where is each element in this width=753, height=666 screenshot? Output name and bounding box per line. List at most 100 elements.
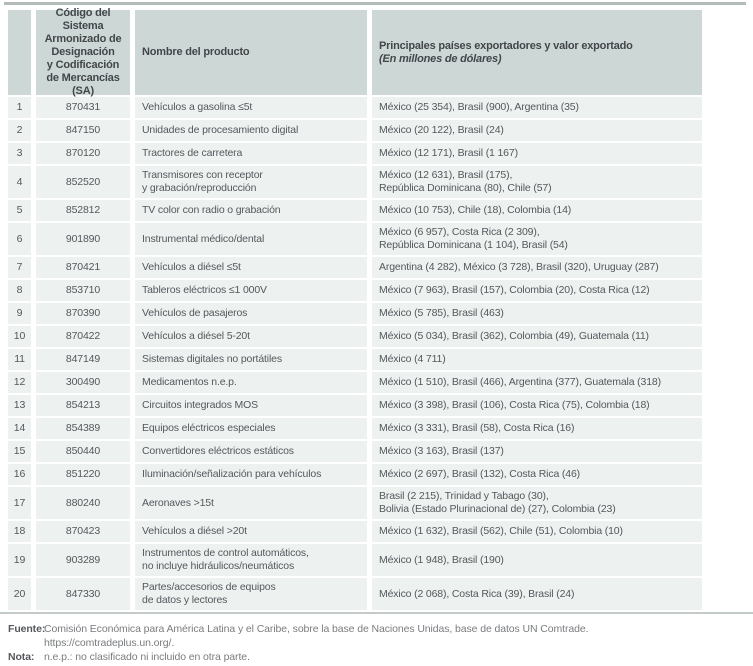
row-number-cell: 13 — [8, 395, 31, 416]
table-row: 1 870431 Vehículos a gasolina ≤5t México (2… — [8, 97, 702, 118]
row-number-cell: 3 — [8, 143, 31, 164]
product-name-cell: Instrumentos de control automáticos, no … — [135, 544, 367, 576]
row-number-cell: 1 — [8, 97, 31, 118]
exporters-cell: México (12 171), Brasil (1 167) — [372, 143, 702, 164]
table-row: 19 903289 Instrumentos de control automáti… — [8, 544, 702, 576]
product-name-cell: Equipos eléctricos especiales — [135, 418, 367, 439]
hs-code-cell: 870390 — [36, 303, 130, 324]
exporters-cell: México (2 068), Costa Rica (39), Brasil … — [372, 578, 702, 610]
product-name-cell: Medicamentos n.e.p. — [135, 372, 367, 393]
exporters-cell: México (1 510), Brasil (466), Argentina … — [372, 372, 702, 393]
exporters-cell: Brasil (2 215), Trinidad y Tabago (30), … — [372, 487, 702, 519]
exporters-cell: México (1 948), Brasil (190) — [372, 544, 702, 576]
row-number-cell: 2 — [8, 120, 31, 141]
product-name-cell: Vehículos de pasajeros — [135, 303, 367, 324]
source-label: Fuente: — [8, 623, 46, 635]
row-number-cell: 5 — [8, 200, 31, 221]
hs-code-cell: 847149 — [36, 349, 130, 370]
header-code-cell: Código del Sistema Armonizado de Designa… — [36, 7, 130, 97]
hs-code-cell: 903289 — [36, 544, 130, 576]
note-label: Nota: — [8, 651, 35, 663]
product-name-cell: Tableros eléctricos ≤1 000V — [135, 280, 367, 301]
hs-code-cell: 853710 — [36, 280, 130, 301]
row-number-cell: 8 — [8, 280, 31, 301]
hs-code-cell: 852520 — [36, 166, 130, 198]
exporters-cell: México (20 122), Brasil (24) — [372, 120, 702, 141]
row-number-cell: 19 — [8, 544, 31, 576]
header-product-cell: Nombre del producto — [135, 10, 367, 95]
source-text: Comisión Económica para América Latina y… — [44, 623, 589, 649]
hs-code-cell: 870423 — [36, 521, 130, 542]
row-number-cell: 12 — [8, 372, 31, 393]
hs-code-cell: 870120 — [36, 143, 130, 164]
product-name-cell: Transmisores con receptor y grabación/re… — [135, 166, 367, 198]
exporters-cell: México (10 753), Chile (18), Colombia (1… — [372, 200, 702, 221]
exporters-cell: Argentina (4 282), México (3 728), Brasi… — [372, 257, 702, 278]
product-name-cell: Convertidores eléctricos estáticos — [135, 441, 367, 462]
row-number-cell: 14 — [8, 418, 31, 439]
product-name-cell: TV color con radio o grabación — [135, 200, 367, 221]
row-number-cell: 7 — [8, 257, 31, 278]
header-exporters-title: Principales países exportadores y valor … — [379, 39, 633, 52]
exporters-cell: México (1 632), Brasil (562), Chile (51)… — [372, 521, 702, 542]
product-name-cell: Partes/accesorios de equipos de datos y … — [135, 578, 367, 610]
row-number-cell: 4 — [8, 166, 31, 198]
table-header-row: Código del Sistema Armonizado de Designa… — [8, 7, 702, 97]
exporters-cell: México (7 963), Brasil (157), Colombia (… — [372, 280, 702, 301]
table-row: 11 847149 Sistemas digitales no portátiles… — [8, 349, 702, 370]
hs-code-cell: 870431 — [36, 97, 130, 118]
table-row: 14 854389 Equipos eléctricos especiales Méx… — [8, 418, 702, 439]
hs-code-cell: 847150 — [36, 120, 130, 141]
exporters-cell: México (12 631), Brasil (175), República… — [372, 166, 702, 198]
hs-code-cell: 870421 — [36, 257, 130, 278]
product-name-cell: Instrumental médico/dental — [135, 223, 367, 255]
product-name-cell: Sistemas digitales no portátiles — [135, 349, 367, 370]
table-row: 7 870421 Vehículos a diésel ≤5t Argentina (… — [8, 257, 702, 278]
product-name-cell: Unidades de procesamiento digital — [135, 120, 367, 141]
table-row: 16 851220 Iluminación/señalización para ve… — [8, 464, 702, 485]
hs-code-cell: 852812 — [36, 200, 130, 221]
table-row: 20 847330 Partes/accesorios de equipos de … — [8, 578, 702, 610]
row-number-cell: 10 — [8, 326, 31, 347]
note-text: n.e.p.: no clasificado ni incluido en ot… — [44, 651, 250, 663]
table-row: 17 880240 Aeronaves >15t Brasil (2 215), Tr… — [8, 487, 702, 519]
hs-code-cell: 847330 — [36, 578, 130, 610]
exporters-cell: México (25 354), Brasil (900), Argentina… — [372, 97, 702, 118]
exports-table: Código del Sistema Armonizado de Designa… — [8, 7, 702, 610]
table-row: 3 870120 Tractores de carretera México (12 … — [8, 143, 702, 164]
product-name-cell: Circuitos integrados MOS — [135, 395, 367, 416]
exporters-cell: México (2 697), Brasil (132), Costa Rica… — [372, 464, 702, 485]
exporters-cell: México (3 331), Brasil (58), Costa Rica … — [372, 418, 702, 439]
header-exporters-subtitle: (En millones de dólares) — [379, 52, 502, 65]
exporters-cell: México (3 398), Brasil (106), Costa Rica… — [372, 395, 702, 416]
table-row: 9 870390 Vehículos de pasajeros México (5 7… — [8, 303, 702, 324]
row-number-cell: 17 — [8, 487, 31, 519]
note: Nota: n.e.p.: no clasificado ni incluido… — [8, 650, 753, 664]
product-name-cell: Vehículos a gasolina ≤5t — [135, 97, 367, 118]
row-number-cell: 18 — [8, 521, 31, 542]
row-number-cell: 6 — [8, 223, 31, 255]
product-name-cell: Vehículos a diésel 5-20t — [135, 326, 367, 347]
table-row: 5 852812 TV color con radio o grabación Méx… — [8, 200, 702, 221]
table-row: 8 853710 Tableros eléctricos ≤1 000V México… — [8, 280, 702, 301]
exporters-cell: México (4 711) — [372, 349, 702, 370]
hs-code-cell: 870422 — [36, 326, 130, 347]
header-exporters-cell: Principales países exportadores y valor … — [372, 10, 702, 95]
exporters-cell: México (6 957), Costa Rica (2 309), Repú… — [372, 223, 702, 255]
hs-code-cell: 850440 — [36, 441, 130, 462]
row-number-cell: 11 — [8, 349, 31, 370]
product-name-cell: Vehículos a diésel >20t — [135, 521, 367, 542]
table-row: 6 901890 Instrumental médico/dental México … — [8, 223, 702, 255]
exporters-cell: México (3 163), Brasil (137) — [372, 441, 702, 462]
product-name-cell: Vehículos a diésel ≤5t — [135, 257, 367, 278]
row-number-cell: 15 — [8, 441, 31, 462]
row-number-cell: 9 — [8, 303, 31, 324]
hs-code-cell: 854213 — [36, 395, 130, 416]
table-row: 12 300490 Medicamentos n.e.p. México (1 510… — [8, 372, 702, 393]
footnotes: Fuente: Comisión Económica para América … — [8, 622, 753, 664]
product-name-cell: Aeronaves >15t — [135, 487, 367, 519]
row-number-cell: 16 — [8, 464, 31, 485]
header-number-cell — [8, 10, 31, 95]
hs-code-cell: 880240 — [36, 487, 130, 519]
